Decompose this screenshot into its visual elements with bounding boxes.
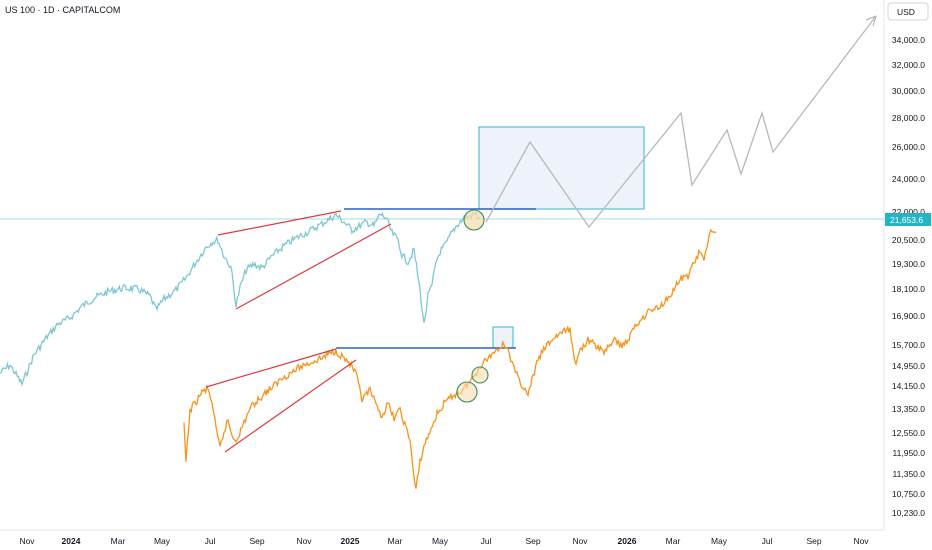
x-tick-label: Jul bbox=[762, 536, 773, 546]
trendline-upper-2[interactable] bbox=[235, 223, 392, 310]
y-tick-label: 30,000.0 bbox=[892, 86, 925, 96]
x-tick-label: 2025 bbox=[341, 536, 360, 546]
x-tick-label: Jul bbox=[481, 536, 492, 546]
highlight-circle-lower-2[interactable] bbox=[471, 366, 489, 384]
price-scale-panel[interactable] bbox=[884, 0, 932, 550]
currency-button[interactable]: USD bbox=[887, 2, 929, 21]
x-tick-label: May bbox=[154, 536, 171, 546]
y-tick-label: 32,000.0 bbox=[892, 60, 925, 70]
last-price-badge-bg bbox=[885, 213, 931, 226]
y-tick-label: 11,950.0 bbox=[893, 448, 926, 458]
upper-price-series[interactable] bbox=[0, 210, 480, 387]
x-tick-label: May bbox=[432, 536, 449, 546]
y-tick-label: 28,000.0 bbox=[892, 113, 925, 123]
x-tick-label: Mar bbox=[388, 536, 403, 546]
currency-button-label[interactable]: USD bbox=[897, 7, 915, 17]
chart-title: US 100 · 1D · CAPITALCOM bbox=[5, 5, 120, 15]
breakout-box-small[interactable] bbox=[492, 326, 514, 349]
highlight-circle-lower-1[interactable] bbox=[456, 381, 478, 403]
highlight-circle-upper[interactable] bbox=[463, 209, 485, 231]
projection-path[interactable] bbox=[485, 15, 877, 229]
x-tick-label: Mar bbox=[666, 536, 681, 546]
x-tick-label: 2026 bbox=[618, 536, 637, 546]
x-tick-label: Mar bbox=[111, 536, 126, 546]
y-tick-label: 34,000.0 bbox=[892, 35, 925, 45]
y-tick-label: 11,350.0 bbox=[893, 469, 926, 479]
y-tick-label: 20,500.0 bbox=[892, 235, 925, 245]
x-tick-label: Nov bbox=[853, 536, 869, 546]
y-tick-label: 22,000.0 bbox=[892, 207, 925, 217]
y-tick-label: 19,300.0 bbox=[892, 259, 925, 269]
trendline-lower-1[interactable] bbox=[205, 348, 337, 388]
y-tick-label: 18,100.0 bbox=[892, 284, 925, 294]
y-tick-label: 13,350.0 bbox=[892, 404, 925, 414]
lower-price-series[interactable] bbox=[183, 228, 717, 489]
currency-button-frame[interactable] bbox=[887, 2, 929, 21]
x-tick-label: Sep bbox=[249, 536, 264, 546]
y-tick-label: 15,700.0 bbox=[892, 340, 925, 350]
y-tick-label: 10,230.0 bbox=[892, 508, 925, 518]
x-tick-label: 2024 bbox=[62, 536, 81, 546]
x-tick-label: Jul bbox=[205, 536, 216, 546]
y-tick-label: 26,000.0 bbox=[892, 142, 925, 152]
x-tick-label: Nov bbox=[572, 536, 588, 546]
trendline-lower-2[interactable] bbox=[224, 359, 357, 453]
x-tick-label: Nov bbox=[19, 536, 35, 546]
x-tick-label: Sep bbox=[806, 536, 821, 546]
y-tick-label: 16,900.0 bbox=[892, 311, 925, 321]
y-tick-label: 14,150.0 bbox=[892, 381, 925, 391]
last-price-label: 21,653.6 bbox=[890, 215, 923, 225]
y-tick-label: 24,000.0 bbox=[892, 174, 925, 184]
x-tick-label: May bbox=[711, 536, 728, 546]
last-price-badge: 21,653.6 bbox=[885, 213, 931, 226]
target-zone-box[interactable] bbox=[478, 126, 645, 210]
y-tick-label: 10,750.0 bbox=[892, 489, 925, 499]
y-tick-label: 14,950.0 bbox=[892, 361, 925, 371]
trendline-upper-1[interactable] bbox=[217, 210, 342, 236]
x-tick-label: Sep bbox=[525, 536, 540, 546]
y-tick-label: 12,550.0 bbox=[892, 428, 925, 438]
x-tick-label: Nov bbox=[296, 536, 312, 546]
projection-arrowhead-icon bbox=[865, 15, 877, 27]
